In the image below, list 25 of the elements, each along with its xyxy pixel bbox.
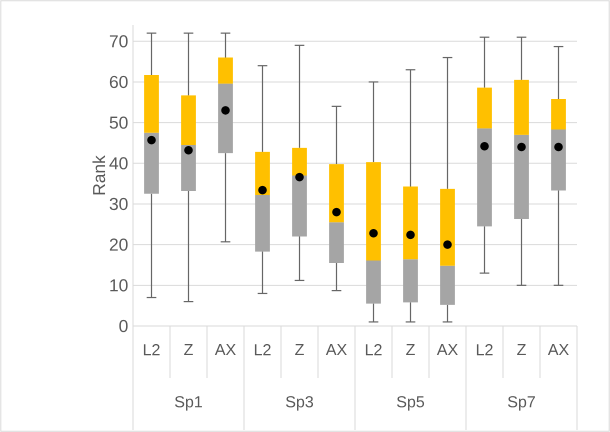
x-tick-label: L2 xyxy=(476,344,493,356)
y-tick-label: 10 xyxy=(110,279,128,292)
y-tick-label: 60 xyxy=(110,76,128,88)
y-tick-label: 0 xyxy=(119,320,128,332)
x-tick-label: L2 xyxy=(366,344,382,356)
text: Sp7 xyxy=(508,396,535,411)
x-tick-label: L2 xyxy=(144,344,160,356)
x-tick-label: Z xyxy=(295,344,304,356)
y-tick-label: 20 xyxy=(110,238,128,251)
y-tick-label: 50 xyxy=(110,116,128,129)
y-tick-label: 70 xyxy=(110,35,128,48)
text: Sp1 xyxy=(175,396,202,411)
x-tick-label: Z xyxy=(517,344,526,356)
text: Sp3 xyxy=(286,396,314,411)
y-tick-label: 30 xyxy=(110,198,128,210)
x-tick-label: Z xyxy=(184,344,193,356)
y-tick-label: 40 xyxy=(109,157,128,170)
text: Sp5 xyxy=(397,396,424,411)
x-tick-label: Z xyxy=(406,344,415,356)
x-tick-label: AX xyxy=(214,344,236,356)
x-tick-label: AX xyxy=(326,344,347,356)
x-tick-label: AX xyxy=(548,344,569,356)
y-axis-title: Rank xyxy=(92,155,106,194)
x-tick-label: L2 xyxy=(254,344,271,356)
x-tick-label: AX xyxy=(436,344,458,356)
